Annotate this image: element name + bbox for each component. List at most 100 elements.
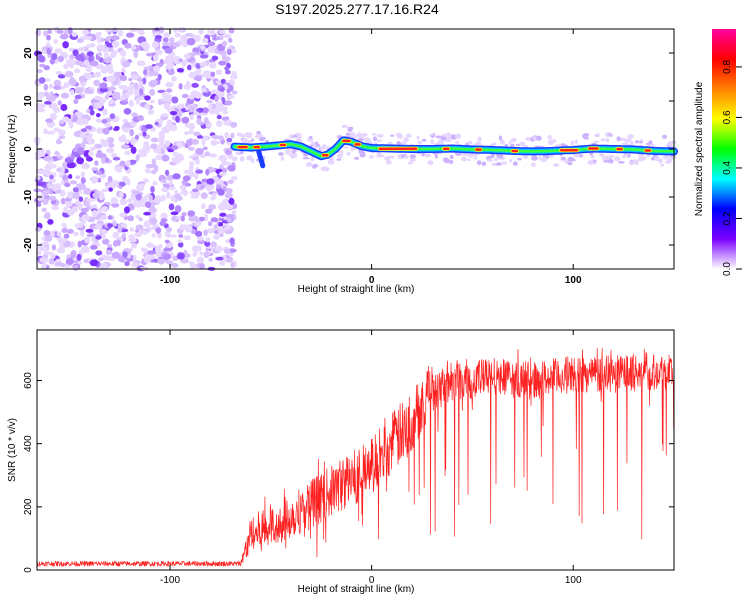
noise-speck: [174, 205, 182, 213]
noise-speck: [107, 175, 113, 183]
colorbar-label: Normalized spectral amplitude: [694, 81, 705, 216]
noise-speck: [164, 230, 171, 237]
noise-speck: [55, 71, 63, 75]
noise-speck: [45, 118, 53, 123]
noise-speck: [191, 245, 201, 253]
trace-halo: [448, 160, 454, 164]
noise-speck: [195, 148, 204, 155]
noise-speck: [93, 79, 101, 87]
trace-halo: [313, 163, 318, 168]
noise-speck: [181, 212, 187, 217]
trace-halo: [567, 162, 573, 166]
noise-speck: [158, 143, 165, 149]
noise-speck: [118, 96, 127, 101]
noise-speck: [86, 44, 91, 49]
noise-speck: [221, 40, 228, 47]
noise-speck: [169, 37, 175, 44]
noise-speck: [181, 93, 189, 99]
noise-speck: [230, 176, 238, 181]
noise-speck: [231, 90, 238, 95]
noise-speck: [53, 85, 62, 90]
noise-speck: [165, 93, 171, 98]
noise-speck: [148, 70, 155, 76]
noise-speck: [38, 96, 42, 102]
noise-speck: [224, 161, 232, 166]
noise-speck: [89, 43, 96, 48]
noise-speck: [203, 251, 210, 259]
noise-speck: [73, 264, 79, 272]
noise-speck: [39, 63, 46, 68]
noise-speck: [124, 150, 131, 156]
noise-speck: [144, 103, 151, 110]
noise-speck: [59, 33, 69, 40]
noise-speck: [127, 198, 133, 203]
noise-speck: [190, 171, 195, 178]
noise-speck: [73, 231, 79, 237]
trace-halo: [609, 154, 615, 158]
noise-speck: [48, 83, 54, 89]
trace-halo: [496, 162, 502, 166]
noise-speck: [100, 82, 108, 89]
noise-speck: [168, 181, 173, 186]
noise-speck: [57, 100, 62, 106]
trace-halo: [496, 153, 504, 159]
noise-speck: [101, 156, 106, 164]
x-tick-label: 100: [565, 275, 582, 286]
noise-speck: [228, 27, 235, 34]
noise-speck: [106, 90, 113, 96]
trace-halo: [340, 150, 344, 156]
noise-speck: [58, 237, 68, 243]
trace-halo: [540, 156, 547, 163]
trace-halo: [493, 157, 499, 161]
noise-speck: [55, 182, 61, 190]
noise-speck: [119, 212, 127, 218]
noise-speck: [163, 32, 171, 38]
noise-speck: [101, 233, 106, 241]
trace-halo: [627, 134, 634, 139]
noise-speck: [138, 148, 144, 155]
noise-speck: [185, 139, 193, 147]
noise-speck: [76, 253, 82, 261]
noise-speck: [223, 33, 232, 39]
noise-speck: [86, 156, 93, 162]
noise-speck: [130, 193, 136, 201]
noise-speck: [174, 32, 181, 38]
noise-speck: [208, 103, 213, 111]
noise-speck: [81, 128, 87, 133]
noise-speck: [198, 216, 205, 222]
trace-halo: [352, 134, 358, 139]
trace-halo: [430, 139, 435, 145]
noise-speck: [170, 234, 177, 238]
noise-speck: [74, 87, 83, 94]
noise-speck: [63, 206, 68, 214]
noise-speck: [63, 82, 70, 88]
noise-speck: [104, 123, 112, 128]
noise-speck: [149, 88, 156, 96]
snr-axes: -100 0 100 0 200 400 600: [23, 330, 674, 586]
trace-halo: [353, 156, 360, 160]
noise-speck: [152, 65, 161, 73]
noise-speck: [128, 237, 137, 243]
noise-speck: [80, 207, 89, 213]
trace-halo: [519, 141, 526, 147]
noise-speck: [111, 40, 120, 48]
noise-speck: [130, 122, 137, 128]
trace-halo: [438, 140, 442, 145]
noise-speck: [71, 32, 78, 37]
trace-halo: [416, 135, 420, 140]
noise-speck: [124, 261, 130, 267]
trace-halo: [560, 143, 567, 147]
noise-speck: [206, 228, 215, 234]
noise-speck: [154, 245, 162, 254]
noise-speck: [216, 114, 222, 120]
noise-speck: [56, 231, 62, 237]
noise-speck: [206, 122, 212, 128]
noise-speck: [124, 139, 130, 145]
noise-speck: [215, 184, 222, 189]
noise-speck: [60, 92, 70, 99]
noise-speck: [217, 203, 226, 211]
noise-speck: [74, 192, 80, 200]
noise-speck: [98, 257, 104, 262]
noise-speck: [191, 82, 199, 88]
